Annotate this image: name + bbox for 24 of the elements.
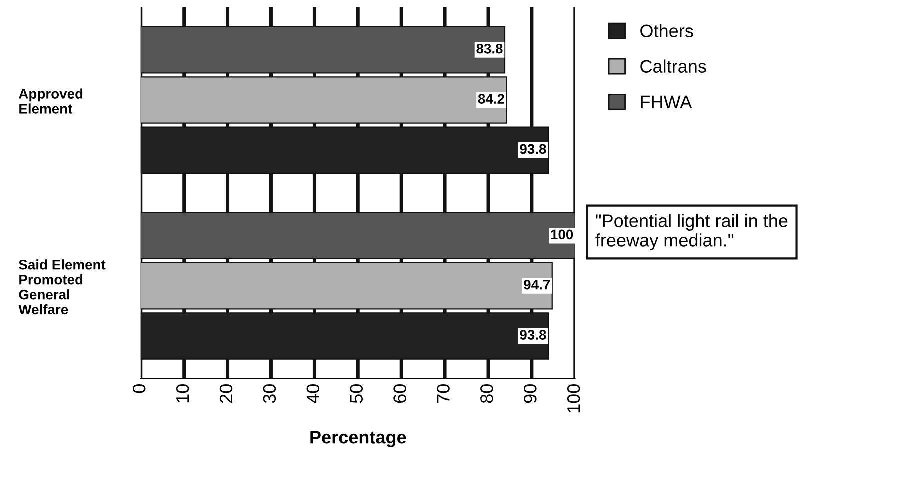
legend-label: FHWA (641, 96, 692, 108)
x-tick-label: 100 (567, 384, 580, 413)
x-tick-label: 50 (350, 384, 363, 404)
x-tick-label: 60 (394, 384, 406, 403)
data-label: 100 (551, 230, 574, 240)
x-tick-label: 90 (524, 384, 537, 404)
x-tick-label: 30 (263, 384, 276, 404)
x-tick-label: 80 (480, 384, 494, 404)
legend-label: Caltrans (640, 60, 706, 74)
y-tick-label: Said Element Promoted General Welfare (18, 260, 106, 315)
data-label: 94.7 (524, 280, 550, 290)
x-tick-label: 40 (306, 384, 320, 404)
data-label: 93.8 (520, 330, 546, 340)
text: "Potential light rail in the freeway median." (596, 214, 788, 250)
x-tick-label: 20 (220, 384, 233, 404)
data-label: 83.8 (476, 44, 503, 54)
legend-label: Others (640, 24, 694, 38)
data-label: 84.2 (478, 94, 504, 104)
x-axis-title: Percentage (310, 431, 406, 448)
x-tick-label: 0 (132, 384, 146, 394)
y-tick-label: Approved Element (19, 88, 83, 114)
data-label: 93.8 (520, 144, 546, 154)
x-tick-label: 10 (176, 384, 190, 403)
x-tick-label: 70 (437, 384, 450, 403)
